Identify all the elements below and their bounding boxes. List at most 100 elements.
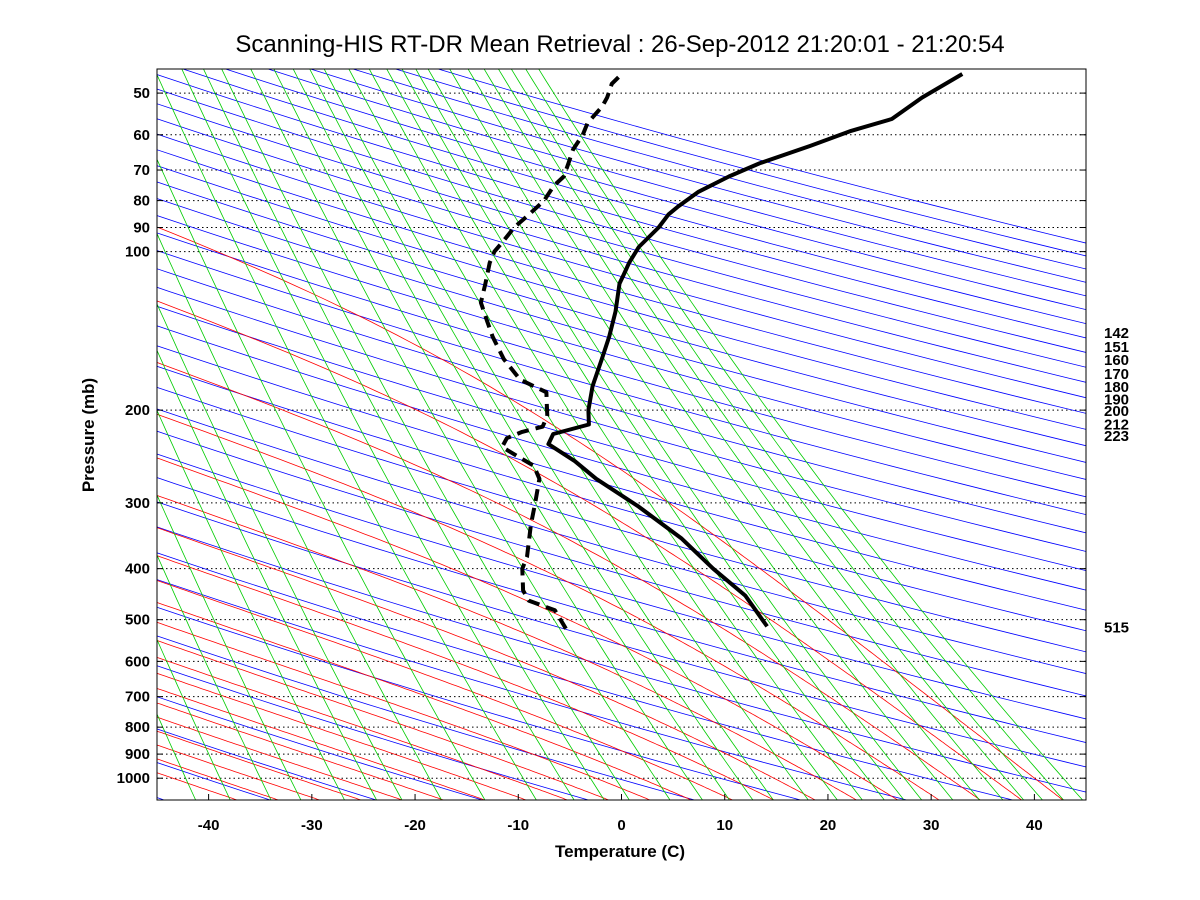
x-tick-label--10: -10 — [507, 817, 529, 834]
right-label-200: 200 — [1104, 403, 1129, 420]
dry-adiabat — [157, 453, 1086, 720]
mixing-ratio-lines — [157, 69, 1084, 800]
moist-adiabat — [157, 362, 981, 800]
mixing-ratio-line — [221, 69, 630, 800]
y-tick-label-300: 300 — [125, 495, 150, 512]
y-axis-ticks: 50 60 70 80 90 100 200 300 400 500 600 700 800 900 100… — [117, 85, 1086, 787]
moist-adiabat — [157, 555, 775, 800]
sounding-series — [478, 72, 964, 630]
mixing-ratio-line — [525, 69, 1065, 800]
right-label-160: 160 — [1104, 352, 1129, 369]
right-label-170: 170 — [1104, 366, 1129, 383]
dry-adiabat — [157, 325, 1086, 591]
mixing-ratio-line — [292, 69, 730, 800]
y-tick-label-200: 200 — [125, 402, 150, 419]
y-tick-label-900: 900 — [125, 746, 150, 763]
mixing-ratio-line — [386, 69, 863, 800]
dry-adiabat — [157, 386, 1086, 653]
dry-adiabat — [157, 579, 909, 800]
mixing-ratio-line — [348, 69, 809, 800]
dry-adiabat — [157, 133, 1086, 399]
dry-adiabat — [157, 552, 1015, 800]
x-tick-label-40: 40 — [1026, 817, 1043, 834]
dry-adiabat — [181, 69, 1086, 325]
moist-adiabat — [157, 744, 320, 800]
moist-adiabat — [157, 656, 568, 800]
dry-adiabat — [157, 250, 1086, 516]
mixing-ratio-line — [157, 73, 537, 800]
dry-adiabat — [157, 165, 1086, 430]
mixing-ratio-line — [427, 69, 923, 800]
mixing-ratio-line — [157, 494, 302, 800]
dry-adiabat — [157, 286, 1086, 552]
mixing-ratio-line — [510, 69, 1044, 800]
dry-adiabat — [157, 345, 1086, 611]
y-tick-label-90: 90 — [133, 220, 150, 237]
dewpoint-profile-line — [478, 72, 624, 630]
right-label-212: 212 — [1104, 416, 1129, 433]
x-axis-ticks: -40 -30 -20 -10 0 10 20 30 40 — [198, 794, 1043, 834]
dry-adiabat — [157, 501, 1086, 768]
x-tick-label-0: 0 — [617, 817, 625, 834]
dry-adiabat — [394, 69, 1086, 257]
moist-adiabat — [157, 621, 651, 800]
mixing-ratio-line — [273, 69, 703, 800]
dry-adiabat — [157, 365, 1086, 632]
x-tick-label--40: -40 — [198, 817, 220, 834]
mixing-ratio-line — [483, 69, 1004, 800]
dry-adiabat — [157, 181, 1086, 447]
mixing-ratio-line — [203, 69, 605, 800]
dry-adiabat — [309, 69, 1086, 283]
mixing-ratio-line — [157, 349, 378, 800]
moist-adiabat — [157, 758, 279, 800]
x-axis-label: Temperature (C) — [555, 842, 685, 861]
mixing-ratio-line — [415, 69, 905, 800]
moist-adiabat — [157, 716, 403, 800]
x-tick-label--30: -30 — [301, 817, 323, 834]
x-tick-label-30: 30 — [923, 817, 940, 834]
moist-adiabat — [157, 226, 1064, 800]
dry-adiabat — [157, 198, 1086, 463]
mixing-ratio-line — [538, 69, 1084, 800]
dry-adiabat — [157, 526, 1086, 793]
y-tick-label-800: 800 — [125, 719, 150, 736]
y-axis-label: Pressure (mb) — [79, 378, 98, 492]
dry-adiabat — [351, 69, 1086, 270]
dry-adiabat — [157, 215, 1086, 480]
y-tick-label-50: 50 — [133, 85, 150, 102]
temperature-profile-line — [546, 72, 964, 628]
mixing-ratio-line — [157, 554, 272, 800]
mixing-ratio-line — [401, 69, 885, 800]
y-tick-label-400: 400 — [125, 561, 150, 578]
moist-adiabat — [157, 640, 609, 800]
mixing-ratio-line — [181, 69, 575, 800]
moist-adiabat — [157, 672, 527, 800]
moist-adiabat — [157, 687, 486, 800]
moist-adiabat — [157, 702, 444, 800]
moist-adiabat — [157, 730, 362, 800]
mixing-ratio-line — [157, 232, 443, 800]
dry-adiabat — [157, 118, 1086, 383]
mixing-ratio-line — [467, 69, 981, 800]
right-label-223: 223 — [1104, 428, 1129, 445]
y-tick-label-60: 60 — [133, 127, 150, 144]
right-label-142: 142 — [1104, 325, 1129, 342]
y-tick-label-100: 100 — [125, 244, 150, 261]
right-label-515: 515 — [1104, 619, 1129, 636]
y-tick-label-70: 70 — [133, 162, 150, 179]
dry-adiabat — [157, 232, 1086, 498]
dry-adiabat — [157, 408, 1086, 674]
y-tick-label-500: 500 — [125, 612, 150, 629]
y-tick-label-1000: 1000 — [117, 770, 150, 787]
mixing-ratio-line — [449, 69, 954, 800]
mixing-ratio-line — [309, 69, 754, 800]
dry-adiabat — [157, 149, 1086, 414]
y-tick-label-80: 80 — [133, 193, 150, 210]
moist-adiabat — [157, 602, 692, 800]
dry-adiabat — [157, 665, 590, 800]
mixing-ratio-line — [250, 69, 671, 800]
dry-adiabat — [266, 69, 1086, 297]
chart-title: Scanning-HIS RT-DR Mean Retrieval : 26-S… — [235, 31, 1004, 58]
